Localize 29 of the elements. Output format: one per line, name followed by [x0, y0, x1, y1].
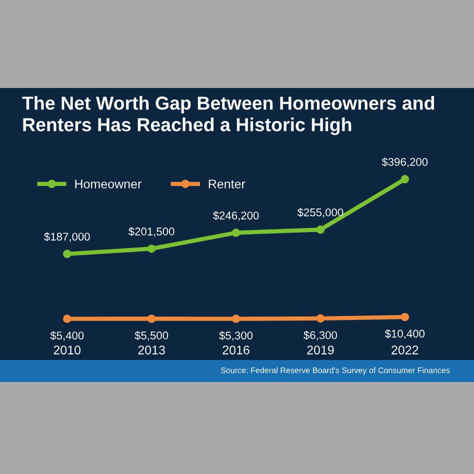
x-tick-label: 2019 [307, 346, 334, 354]
x-tick-label: 2010 [54, 346, 81, 354]
point [147, 314, 156, 323]
data-label: $6,300 [304, 330, 337, 340]
data-label: $246,200 [212, 211, 259, 221]
point [232, 314, 240, 323]
x-tick-label: 2013 [138, 346, 165, 354]
point [62, 250, 72, 258]
point [400, 175, 410, 184]
data-label: $5,400 [50, 331, 84, 341]
point [316, 225, 325, 234]
legend-label: Homeowner [75, 180, 142, 188]
point [147, 244, 156, 253]
data-label: $201,500 [128, 227, 174, 237]
chart-title: The Net Worth Gap Between Homeowners and Renters Has Reached a Historic High [22, 96, 434, 136]
data-label: $5,300 [219, 331, 253, 341]
point [400, 312, 410, 322]
data-label: $255,000 [297, 208, 344, 218]
data-label: $5,500 [134, 331, 168, 341]
data-label: $396,200 [382, 158, 428, 168]
data-label: $187,000 [44, 232, 90, 242]
legend-label: Renter [208, 180, 246, 188]
data-label: $10,400 [384, 329, 425, 339]
point [316, 314, 325, 323]
point [62, 314, 72, 323]
x-tick-label: 2022 [392, 346, 418, 354]
point [232, 228, 240, 237]
x-tick-label: 2016 [222, 346, 250, 354]
source-note: Source: Federal Reserve Board's Survey of Consumer Finances [220, 367, 450, 375]
